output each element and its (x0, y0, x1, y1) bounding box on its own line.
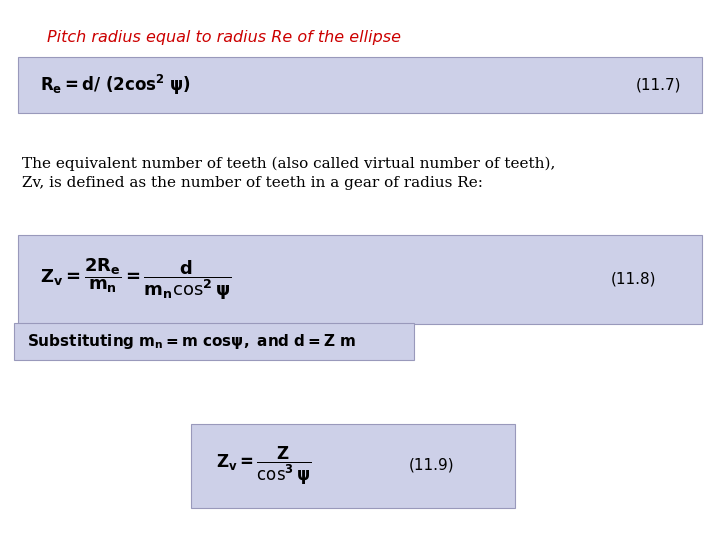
FancyBboxPatch shape (14, 323, 414, 360)
Text: Pitch radius equal to radius Re of the ellipse: Pitch radius equal to radius Re of the e… (47, 30, 401, 45)
Text: (11.9): (11.9) (409, 458, 455, 473)
Text: $\mathbf{Z_v = \dfrac{Z}{\cos^3 \psi}}$: $\mathbf{Z_v = \dfrac{Z}{\cos^3 \psi}}$ (216, 444, 311, 487)
FancyBboxPatch shape (18, 235, 702, 324)
Text: $\mathbf{R_e = d/ \ (2cos^2 \  \psi)}$: $\mathbf{R_e = d/ \ (2cos^2 \ \psi)}$ (40, 73, 191, 97)
Text: (11.8): (11.8) (611, 272, 657, 287)
FancyBboxPatch shape (18, 57, 702, 113)
Text: $\mathbf{Substituting \ m_n = m \ cos\psi, \ and \ d = Z \ m}$: $\mathbf{Substituting \ m_n = m \ cos\ps… (27, 332, 356, 352)
Text: The equivalent number of teeth (also called virtual number of teeth),: The equivalent number of teeth (also cal… (22, 157, 555, 171)
Text: (11.7): (11.7) (636, 77, 682, 92)
Text: $\mathbf{Z_v = \dfrac{2R_e}{m_n} = \dfrac{d}{m_n \cos^2 \psi}}$: $\mathbf{Z_v = \dfrac{2R_e}{m_n} = \dfra… (40, 256, 231, 302)
FancyBboxPatch shape (191, 424, 515, 508)
Text: Zv, is defined as the number of teeth in a gear of radius Re:: Zv, is defined as the number of teeth in… (22, 176, 482, 190)
